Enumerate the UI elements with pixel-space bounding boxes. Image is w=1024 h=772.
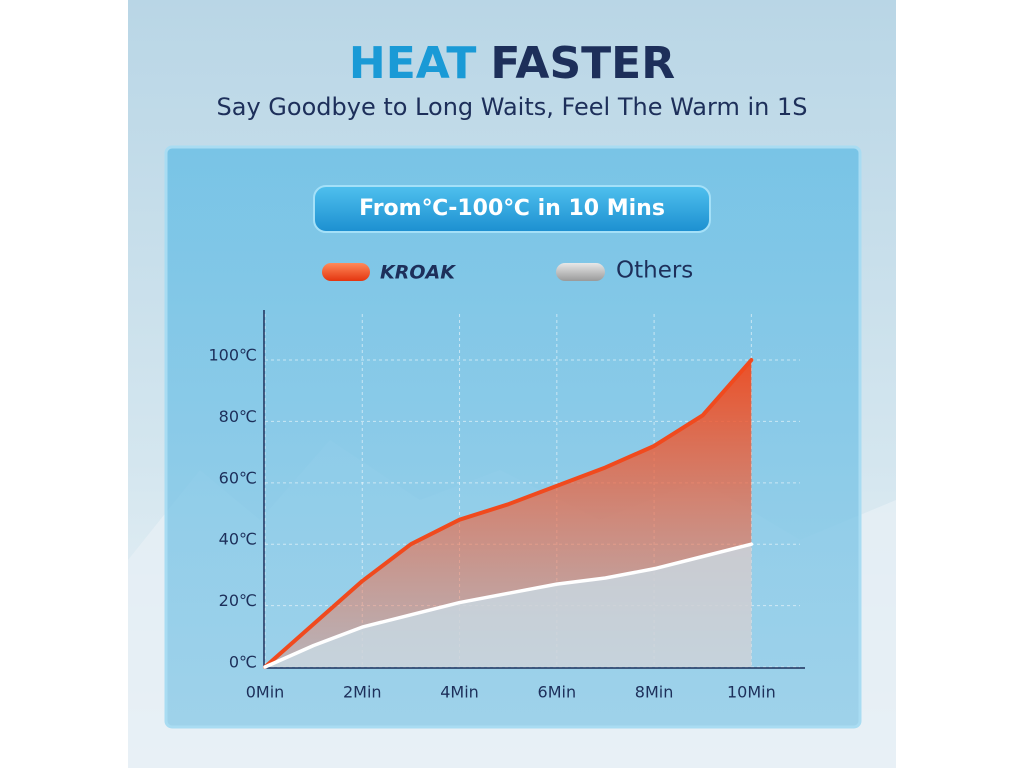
x-tick-label: 2Min [343,683,382,702]
badge [313,185,711,233]
y-tick-label: 80℃ [219,407,257,426]
legend-label: KROAK [380,262,456,284]
x-tick-label: 10Min [727,683,776,702]
legend-swatch [322,263,370,281]
title: HEAT FASTER [349,38,675,89]
y-tick-label: 60℃ [219,468,257,487]
title-part: HEAT [349,38,477,89]
legend-swatch [556,263,605,281]
y-tick-label: 40℃ [219,530,257,549]
series-line [263,542,754,669]
x-tick-label: 6Min [538,683,577,702]
x-tick-label: 0Min [246,683,285,702]
series-line [263,358,754,669]
badge-text: From℃-100℃ in 10 Mins [359,196,665,221]
y-tick-label: 0℃ [229,653,257,672]
subtitle: Say Goodbye to Long Waits, Feel The Warm… [217,93,808,121]
legend-label: Others [616,258,693,284]
x-tick-label: 8Min [635,683,674,702]
title-part: FASTER [490,38,675,89]
y-tick-label: 100℃ [208,346,257,365]
x-tick-label: 4Min [440,683,479,702]
y-tick-label: 20℃ [219,591,257,610]
